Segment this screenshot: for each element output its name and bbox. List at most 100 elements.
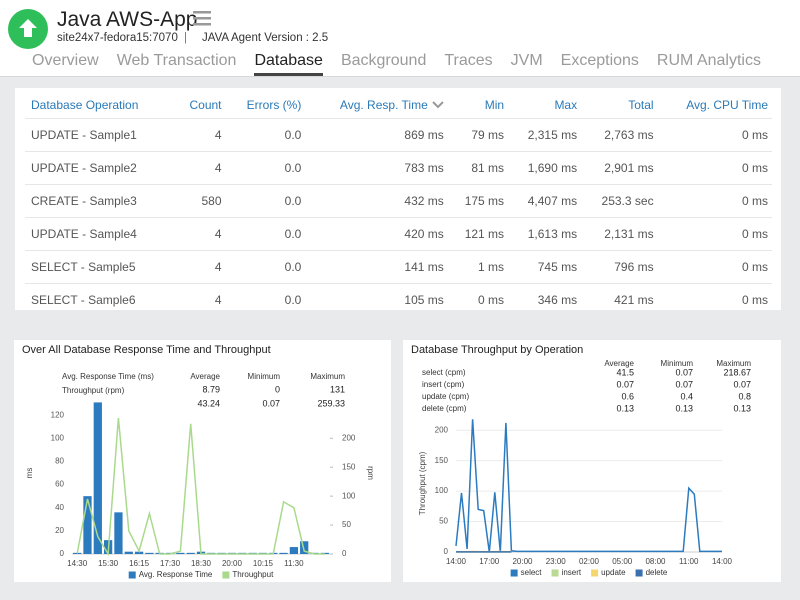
y-tick-label: 200 [435,425,449,434]
tab[interactable]: Background [341,52,426,76]
chart-title: Over All Database Response Time and Thro… [22,344,271,356]
table-row: SELECT - Sample640.0105 ms0 ms346 ms421 … [25,284,772,317]
table-cell: 745 ms [508,251,581,284]
tab[interactable]: RUM Analytics [657,52,761,76]
y-tick-label: 0 [60,549,65,558]
stats-label: delete (cpm) [422,404,467,413]
column-header-text: Count [189,98,221,112]
bar [94,402,102,554]
chart: Over All Database Response Time and Thro… [14,340,391,582]
column-header-text: Avg. CPU Time [686,98,768,112]
stats-label: Avg. Response Time (ms) [62,372,154,381]
table-cell: 0 ms [658,185,772,218]
tab[interactable]: JVM [511,52,543,76]
table-cell: SELECT - Sample5 [25,251,175,284]
stats-header: Minimum [248,372,281,381]
table-cell: 141 ms [305,251,447,284]
table-cell: 0 ms [448,284,508,317]
table-row: UPDATE - Sample140.0869 ms79 ms2,315 ms2… [25,119,772,152]
column-header[interactable]: Min [448,92,508,119]
table-cell: 420 ms [305,218,447,251]
legend: selectinsertupdatedelete [511,568,668,577]
stats-value: 0.07 [675,367,693,377]
table-cell: 0.0 [226,284,306,317]
table-cell: 105 ms [305,284,447,317]
stats-value: 0.4 [680,391,693,401]
y2-tick-label: 0 [342,549,347,558]
bar [290,547,298,554]
x-tick-label: 20:00 [222,559,243,568]
legend-swatch [552,570,559,577]
table-cell: 346 ms [508,284,581,317]
column-header[interactable]: Avg. CPU Time [658,92,772,119]
column-header[interactable]: Count [175,92,226,119]
table-cell: SELECT - Sample6 [25,284,175,317]
y2-tick-label: 150 [342,462,356,471]
stats-value: 131 [330,384,345,394]
x-tick-label: 15:30 [98,559,119,568]
tab[interactable]: Exceptions [561,52,639,76]
separator: | [184,32,187,44]
table-row: UPDATE - Sample240.0783 ms81 ms1,690 ms2… [25,152,772,185]
table-cell: 796 ms [581,251,657,284]
stats-value: 0.13 [616,403,634,413]
tab[interactable]: Overview [32,52,99,76]
x-tick-label: 14:00 [712,557,733,566]
y2-tick-label: 200 [342,433,356,442]
tab[interactable]: Web Transaction [117,52,237,76]
column-header[interactable]: Avg. Resp. Time [305,92,447,119]
table-cell: 0 ms [658,152,772,185]
stats-value: 0 [275,384,280,394]
bar [187,553,195,554]
table-cell: UPDATE - Sample4 [25,218,175,251]
tab[interactable]: Traces [444,52,492,76]
legend-label: Throughput [232,570,274,579]
table-cell: CREATE - Sample3 [25,185,175,218]
table-cell: 0.0 [226,251,306,284]
column-header[interactable]: Database Operation [25,92,175,119]
x-tick-label: 05:00 [612,557,633,566]
legend-swatch [591,570,598,577]
y-tick-label: 150 [435,456,449,465]
stats-value: 0.07 [675,379,693,389]
menu-icon[interactable] [193,10,211,26]
table-cell: 0 ms [658,251,772,284]
column-header[interactable]: Errors (%) [226,92,306,119]
table-cell: 0.0 [226,119,306,152]
chart: Database Throughput by OperationAverageM… [403,340,781,582]
database-table-panel: Database Operation Count Errors (%) Avg. Re… [15,88,781,310]
column-header[interactable]: Total [581,92,657,119]
stats-label: update (cpm) [422,392,469,401]
table-cell: 869 ms [305,119,447,152]
x-tick-label: 11:30 [284,559,304,568]
x-tick-label: 11:00 [679,557,699,566]
table-cell: 2,315 ms [508,119,581,152]
stats-value: 8.79 [202,384,220,394]
legend-label: Avg. Response Time [139,570,213,579]
column-header[interactable]: Max [508,92,581,119]
table-cell: 0.0 [226,152,306,185]
app-status-icon [7,8,49,50]
y-axis-label: ms [25,468,34,479]
host-name: site24x7-fedora15:7070 [57,32,178,44]
y-tick-label: 20 [55,526,64,535]
table-cell: 81 ms [448,152,508,185]
x-tick-label: 14:00 [446,557,467,566]
x-tick-label: 18:30 [191,559,212,568]
stats-label: insert (cpm) [422,380,465,389]
agent-version: JAVA Agent Version : 2.5 [202,32,328,44]
stats-value: 0.13 [733,403,751,413]
stats-value: 0.07 [616,379,634,389]
bar [176,553,184,554]
stats-header: Average [190,372,220,381]
column-header-text: Avg. Resp. Time [340,98,428,112]
tab[interactable]: Database [254,52,323,76]
chart-panel: Database Throughput by OperationAverageM… [403,340,781,582]
stats-value: 0.07 [262,398,280,408]
y2-tick-label: 100 [342,491,356,500]
bar [83,496,91,554]
y-tick-label: 50 [439,517,448,526]
sort-icon [432,101,444,109]
stats-label: Throughput (rpm) [62,386,125,395]
x-tick-label: 08:00 [645,557,666,566]
